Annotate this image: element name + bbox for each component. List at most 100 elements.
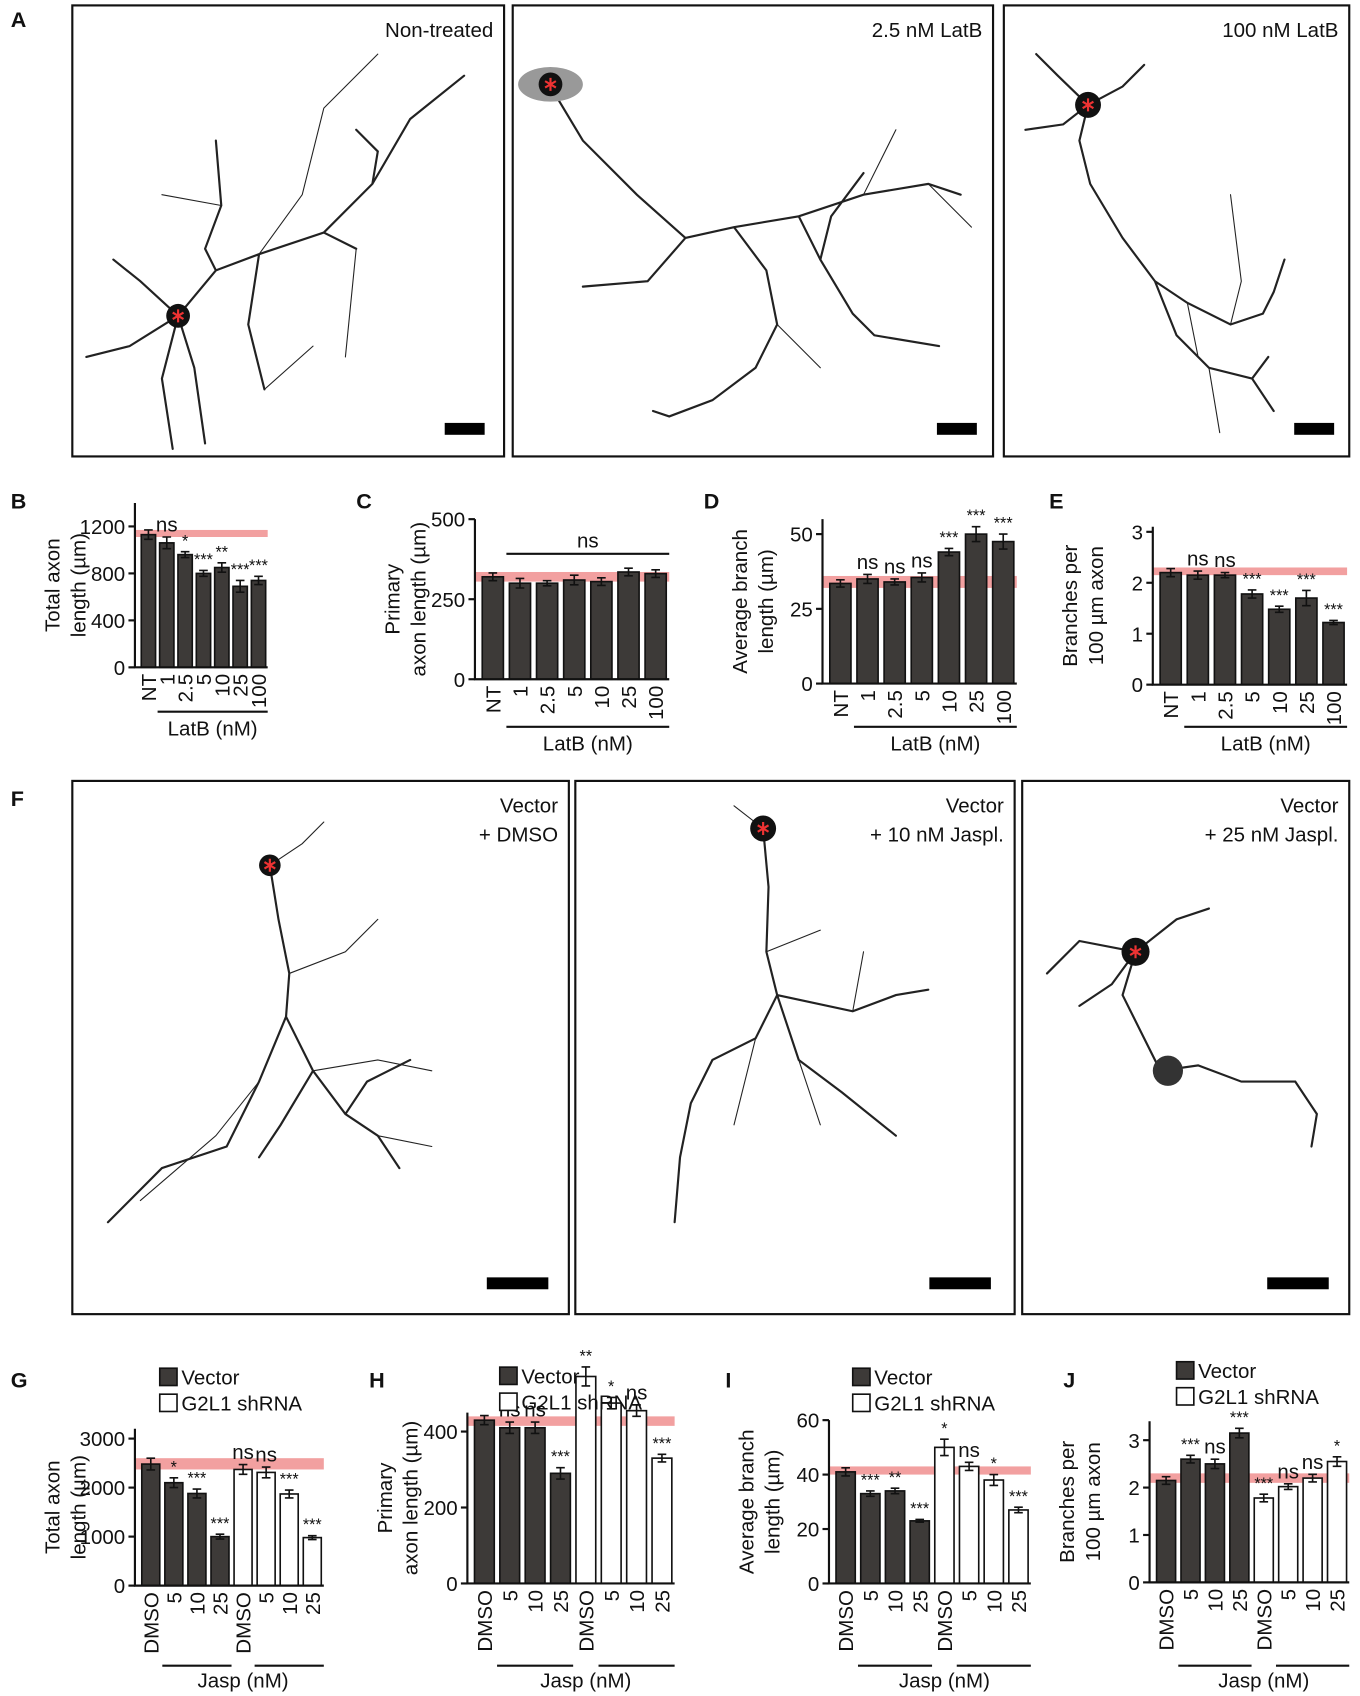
x-tick-label: NT bbox=[482, 685, 505, 713]
significance-label: * bbox=[171, 1458, 178, 1476]
x-tick-label: 2.5 bbox=[537, 686, 560, 715]
significance-label: *** bbox=[1009, 1488, 1029, 1506]
x-tick-label: DMSO bbox=[835, 1590, 858, 1652]
panel-label: B bbox=[11, 488, 27, 513]
y-axis-label: Branches per bbox=[1059, 544, 1082, 666]
y-tick-label: 0 bbox=[808, 1573, 819, 1596]
legend-label: Vector bbox=[874, 1366, 932, 1389]
legend-swatch bbox=[160, 1368, 177, 1385]
significance-label: *** bbox=[551, 1448, 571, 1466]
y-tick-label: 500 bbox=[431, 509, 465, 532]
bar bbox=[500, 1428, 520, 1584]
legend-label: G2L1 shRNA bbox=[521, 1391, 642, 1414]
y-axis-label: length (µm) bbox=[761, 1450, 784, 1554]
significance-label: ** bbox=[889, 1469, 902, 1487]
bar bbox=[211, 1537, 229, 1586]
legend-label: G2L1 shRNA bbox=[1198, 1386, 1319, 1409]
image-title: Vector bbox=[946, 794, 1004, 817]
panel-label: H bbox=[369, 1368, 385, 1393]
y-axis-label: Average branch bbox=[729, 529, 752, 674]
bar bbox=[142, 1464, 160, 1586]
y-tick-label: 1000 bbox=[80, 1526, 126, 1549]
x-tick-label: 2.5 bbox=[1215, 691, 1238, 720]
bar bbox=[215, 568, 229, 668]
x-tick-label: 25 bbox=[1327, 1589, 1350, 1612]
x-tick-label: 5 bbox=[256, 1592, 279, 1603]
y-tick-label: 0 bbox=[1132, 674, 1143, 697]
legend-swatch bbox=[1177, 1388, 1194, 1405]
y-tick-label: 400 bbox=[423, 1421, 457, 1444]
significance-label: ns bbox=[857, 551, 879, 574]
x-axis-label: Jasp (nM) bbox=[899, 1669, 990, 1692]
significance-label: ns bbox=[1204, 1436, 1226, 1459]
reference-band bbox=[135, 1458, 324, 1469]
panel-label: D bbox=[704, 488, 720, 513]
x-tick-label: 10 bbox=[1269, 691, 1292, 714]
x-tick-label: 5 bbox=[1278, 1589, 1301, 1600]
x-tick-label: 100 bbox=[248, 674, 271, 708]
significance-label: * bbox=[991, 1455, 998, 1473]
panel-label: E bbox=[1049, 488, 1063, 513]
bar bbox=[884, 582, 905, 684]
bar bbox=[234, 1469, 252, 1585]
legend-swatch bbox=[500, 1393, 517, 1410]
image-panel bbox=[72, 781, 1349, 1314]
legend-label: Vector bbox=[1198, 1360, 1256, 1383]
bar bbox=[836, 1472, 855, 1584]
bar bbox=[935, 1447, 954, 1583]
x-tick-label: 5 bbox=[911, 690, 934, 701]
y-tick-label: 2 bbox=[1128, 1477, 1139, 1500]
bar bbox=[303, 1538, 321, 1586]
significance-label: ns bbox=[1214, 549, 1236, 572]
bar bbox=[551, 1473, 571, 1583]
x-axis-label: LatB (nM) bbox=[1221, 733, 1311, 756]
significance-label: ns bbox=[884, 556, 906, 579]
x-axis-label: Jasp (nM) bbox=[1218, 1669, 1309, 1692]
x-tick-label: 1 bbox=[510, 686, 533, 697]
significance-label: *** bbox=[303, 1516, 323, 1534]
x-tick-label: 5 bbox=[1242, 691, 1265, 702]
y-tick-label: 2000 bbox=[80, 1477, 126, 1500]
y-tick-label: 1200 bbox=[80, 516, 126, 539]
y-tick-label: 1 bbox=[1132, 623, 1143, 646]
significance-label: *** bbox=[1243, 570, 1263, 588]
bar bbox=[601, 1403, 621, 1583]
bar bbox=[1296, 598, 1317, 685]
y-tick-label: 40 bbox=[796, 1464, 819, 1487]
x-tick-label: 5 bbox=[1180, 1589, 1203, 1600]
y-tick-label: 3 bbox=[1128, 1430, 1139, 1453]
bar bbox=[1205, 1464, 1224, 1582]
x-tick-label: 10 bbox=[939, 690, 962, 713]
bar bbox=[938, 552, 959, 684]
x-tick-label: 25 bbox=[1008, 1590, 1031, 1613]
y-tick-label: 200 bbox=[423, 1497, 457, 1520]
bar bbox=[645, 574, 666, 680]
y-axis-label: Average branch bbox=[735, 1429, 758, 1574]
bar bbox=[911, 577, 932, 683]
x-tick-label: 25 bbox=[618, 686, 641, 709]
significance-label: *** bbox=[249, 557, 269, 575]
y-tick-label: 0 bbox=[114, 1575, 125, 1598]
bar bbox=[280, 1494, 298, 1586]
bar bbox=[165, 1483, 183, 1586]
x-tick-label: 100 bbox=[993, 690, 1016, 724]
y-tick-label: 60 bbox=[796, 1410, 819, 1433]
x-axis-label: Jasp (nM) bbox=[540, 1669, 631, 1692]
x-tick-label: NT bbox=[830, 690, 853, 718]
significance-label: ns bbox=[1187, 548, 1209, 571]
reference-band bbox=[829, 1466, 1031, 1474]
significance-label: ns bbox=[255, 1444, 277, 1467]
legend-swatch bbox=[853, 1394, 870, 1411]
x-tick-label: 5 bbox=[959, 1590, 982, 1601]
panel-label: G bbox=[11, 1368, 28, 1393]
significance-label: ** bbox=[216, 543, 229, 561]
bar bbox=[160, 543, 174, 667]
bar bbox=[910, 1521, 929, 1584]
bar bbox=[141, 535, 155, 668]
bar bbox=[959, 1466, 978, 1583]
figure: ANon-treated2.5 nM LatB100 nM LatBFVecto… bbox=[0, 0, 1360, 1696]
x-axis-label: Jasp (nM) bbox=[198, 1669, 289, 1692]
y-tick-label: 250 bbox=[431, 589, 465, 612]
bar bbox=[1157, 1480, 1176, 1582]
x-tick-label: 10 bbox=[525, 1590, 548, 1613]
